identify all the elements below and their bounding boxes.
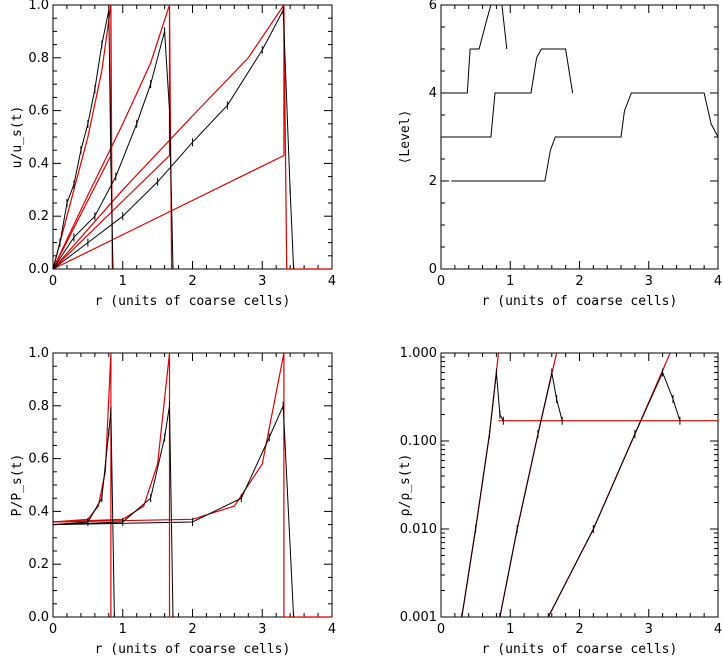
x-tick-label: 0 xyxy=(437,274,445,289)
simulation-curve-3 xyxy=(451,92,718,182)
y-axis-label: P/P_s(t) xyxy=(10,454,25,517)
x-tick-label: 2 xyxy=(188,622,196,637)
plot-area xyxy=(53,5,332,269)
x-tick-label: 0 xyxy=(437,622,445,637)
y-axis-label: ρ/ρ_s(t) xyxy=(398,454,413,517)
simulation-curve-5 xyxy=(461,372,504,617)
y-tick-label: 0.010 xyxy=(400,522,437,537)
analytic-curve-1 xyxy=(53,5,113,269)
y-axis-label: ⟨Level⟩ xyxy=(398,110,413,165)
y-tick-label: 1.0 xyxy=(28,0,49,13)
analytic-curve-3 xyxy=(499,353,558,617)
y-tick-label: 0.6 xyxy=(28,104,49,119)
x-axis-label: r (units of coarse cells) xyxy=(95,294,291,309)
analytic-curve-4 xyxy=(547,353,671,617)
x-tick-label: 3 xyxy=(645,274,653,289)
y-tick-label: 6 xyxy=(429,0,437,13)
y-tick-label: 0.4 xyxy=(28,504,49,519)
analytic-curve-3 xyxy=(53,353,332,617)
y-axis-label: u/u_s(t) xyxy=(10,106,25,169)
simulation-curve-7 xyxy=(547,371,681,617)
y-tick-label: 4 xyxy=(429,86,437,101)
x-axis-label: r (units of coarse cells) xyxy=(482,642,678,657)
x-tick-label: 2 xyxy=(188,274,196,289)
y-tick-label: 0.2 xyxy=(28,557,49,572)
y-tick-label: 0.100 xyxy=(400,434,437,449)
x-axis-label: r (units of coarse cells) xyxy=(482,294,678,309)
simulation-curve-4 xyxy=(53,411,115,617)
y-tick-label: 0.2 xyxy=(28,209,49,224)
simulation-curve-9 xyxy=(53,8,295,269)
simulation-curve-5 xyxy=(53,405,174,617)
x-tick-label: 3 xyxy=(645,622,653,637)
x-axis-label: r (units of coarse cells) xyxy=(95,642,291,657)
analytic-curve-4 xyxy=(53,5,112,269)
analytic-curve-5 xyxy=(53,5,171,269)
x-tick-label: 4 xyxy=(714,622,722,637)
x-tick-label: 4 xyxy=(328,622,336,637)
x-tick-label: 1 xyxy=(506,274,514,289)
x-tick-label: 1 xyxy=(506,622,514,637)
x-tick-label: 1 xyxy=(119,622,127,637)
y-tick-label: 0.4 xyxy=(28,156,49,171)
simulation-curve-6 xyxy=(499,372,563,617)
simulation-curve-6 xyxy=(53,405,295,617)
y-tick-label: 0.8 xyxy=(28,51,49,66)
chart-panel-2: 0 1 2 3 4 0 2 4 6 r (units of coarse cells) ⟨Level… xyxy=(398,0,722,309)
simulation-curve-2 xyxy=(441,48,574,138)
x-tick-label: 3 xyxy=(258,622,266,637)
plot-area xyxy=(441,5,718,182)
chart-panel-1: 0 1 2 3 4 0.0 0.2 0.4 0.6 0.8 1.0 r (units of coars… xyxy=(10,0,336,309)
y-tick-label: 1.000 xyxy=(400,346,437,361)
x-tick-label: 1 xyxy=(119,274,127,289)
plot-frame xyxy=(52,4,333,270)
x-tick-label: 2 xyxy=(575,274,583,289)
x-tick-label: 4 xyxy=(714,274,722,289)
x-tick-label: 4 xyxy=(328,274,336,289)
analytic-curve-2 xyxy=(461,353,500,617)
y-tick-label: 0.001 xyxy=(400,610,437,625)
y-tick-label: 1.0 xyxy=(28,346,49,361)
y-tick-label: 0.0 xyxy=(28,610,49,625)
chart-panel-3: 0 1 2 3 4 0.0 0.2 0.4 0.6 0.8 1.0 r (units of coars… xyxy=(10,346,336,657)
analytic-curve-6 xyxy=(53,5,285,269)
y-tick-label: 0.6 xyxy=(28,452,49,467)
y-tick-label: 0 xyxy=(429,262,437,277)
plot-area xyxy=(461,353,718,617)
plot-frame xyxy=(52,352,333,618)
plot-area xyxy=(53,353,332,617)
x-tick-label: 2 xyxy=(575,622,583,637)
y-tick-label: 2 xyxy=(429,174,437,189)
chart-panel-4: 0 1 2 3 4 0.001 0.010 0.100 1.000 r (units of coa… xyxy=(398,346,722,657)
analytic-curve-3 xyxy=(53,5,332,269)
x-tick-label: 0 xyxy=(49,274,57,289)
y-tick-label: 0.8 xyxy=(28,399,49,414)
simulation-curve-1 xyxy=(441,5,508,94)
x-tick-label: 3 xyxy=(258,274,266,289)
y-tick-label: 0.0 xyxy=(28,262,49,277)
x-tick-label: 0 xyxy=(49,622,57,637)
